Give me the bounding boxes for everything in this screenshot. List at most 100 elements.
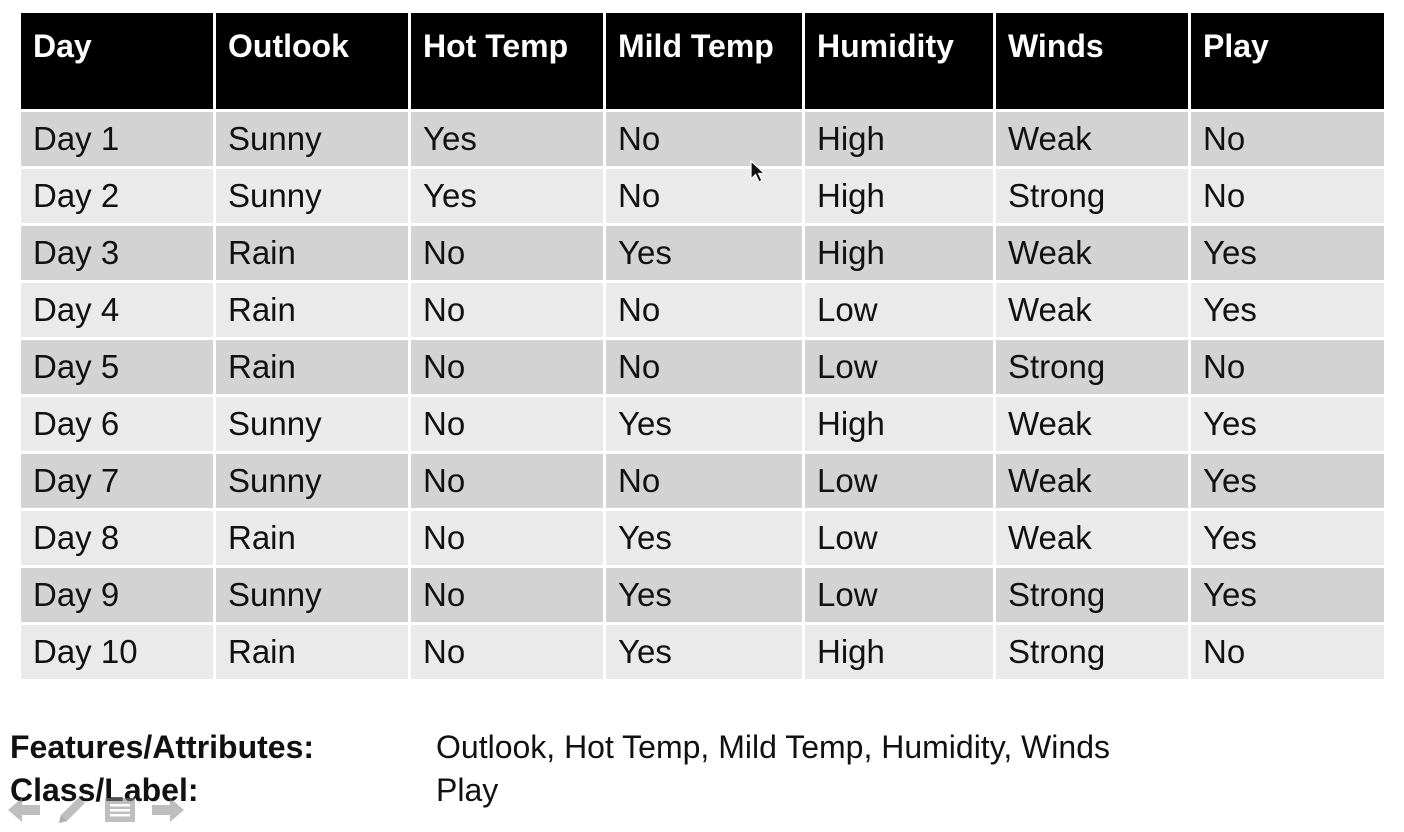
cell-mild-temp: Yes (606, 226, 802, 280)
cell-hot-temp: No (411, 454, 603, 508)
column-header-day: Day (21, 13, 213, 109)
cell-mild-temp: Yes (606, 625, 802, 679)
pen-icon[interactable] (52, 790, 92, 830)
cell-winds: Strong (996, 625, 1188, 679)
slide-nav-toolbar (4, 790, 188, 830)
arrow-right-icon[interactable] (148, 790, 188, 830)
cell-play: Yes (1191, 454, 1384, 508)
cell-day: Day 9 (21, 568, 213, 622)
cell-winds: Weak (996, 397, 1188, 451)
cell-humidity: Low (805, 454, 993, 508)
cell-outlook: Rain (216, 283, 408, 337)
table-row: Day 3 Rain No Yes High Weak Yes (21, 226, 1384, 280)
cell-play: No (1191, 625, 1384, 679)
cell-play: Yes (1191, 283, 1384, 337)
cell-play: Yes (1191, 511, 1384, 565)
cell-outlook: Rain (216, 340, 408, 394)
cell-humidity: High (805, 112, 993, 166)
mouse-cursor-icon (750, 160, 766, 183)
cell-day: Day 4 (21, 283, 213, 337)
table-row: Day 7 Sunny No No Low Weak Yes (21, 454, 1384, 508)
cell-hot-temp: No (411, 625, 603, 679)
cell-play: Yes (1191, 568, 1384, 622)
cell-humidity: High (805, 226, 993, 280)
column-header-outlook: Outlook (216, 13, 408, 109)
column-header-mild-temp: Mild Temp (606, 13, 802, 109)
cell-mild-temp: No (606, 169, 802, 223)
cell-mild-temp: Yes (606, 568, 802, 622)
class-row: Class/Label: Play (10, 769, 1110, 812)
cell-day: Day 6 (21, 397, 213, 451)
cell-day: Day 1 (21, 112, 213, 166)
column-header-play: Play (1191, 13, 1384, 109)
cell-play: Yes (1191, 226, 1384, 280)
arrow-left-icon[interactable] (4, 790, 44, 830)
cell-outlook: Sunny (216, 397, 408, 451)
cell-outlook: Rain (216, 625, 408, 679)
cell-outlook: Rain (216, 511, 408, 565)
cell-hot-temp: No (411, 511, 603, 565)
cell-outlook: Sunny (216, 568, 408, 622)
cell-humidity: Low (805, 340, 993, 394)
table-row: Day 9 Sunny No Yes Low Strong Yes (21, 568, 1384, 622)
cell-outlook: Sunny (216, 454, 408, 508)
cell-humidity: High (805, 397, 993, 451)
table-body: Day 1 Sunny Yes No High Weak No Day 2 Sunny Yes No… (21, 112, 1384, 679)
table-row: Day 1 Sunny Yes No High Weak No (21, 112, 1384, 166)
cell-mild-temp: No (606, 340, 802, 394)
column-header-humidity: Humidity (805, 13, 993, 109)
table-row: Day 4 Rain No No Low Weak Yes (21, 283, 1384, 337)
cell-day: Day 7 (21, 454, 213, 508)
cell-outlook: Sunny (216, 112, 408, 166)
cell-hot-temp: No (411, 283, 603, 337)
cell-mild-temp: No (606, 283, 802, 337)
cell-winds: Weak (996, 511, 1188, 565)
cell-mild-temp: No (606, 454, 802, 508)
cell-mild-temp: Yes (606, 397, 802, 451)
cell-day: Day 5 (21, 340, 213, 394)
cell-humidity: Low (805, 283, 993, 337)
cell-winds: Weak (996, 454, 1188, 508)
cell-play: No (1191, 112, 1384, 166)
features-row: Features/Attributes: Outlook, Hot Temp, … (10, 726, 1110, 769)
cell-day: Day 8 (21, 511, 213, 565)
cell-mild-temp: Yes (606, 511, 802, 565)
table-row: Day 8 Rain No Yes Low Weak Yes (21, 511, 1384, 565)
legend: Features/Attributes: Outlook, Hot Temp, … (10, 726, 1110, 812)
features-label: Features/Attributes: (10, 729, 315, 765)
menu-icon[interactable] (100, 790, 140, 830)
cell-hot-temp: No (411, 397, 603, 451)
cell-winds: Strong (996, 340, 1188, 394)
cell-outlook: Rain (216, 226, 408, 280)
cell-hot-temp: No (411, 568, 603, 622)
cell-winds: Weak (996, 283, 1188, 337)
column-header-winds: Winds (996, 13, 1188, 109)
table-row: Day 6 Sunny No Yes High Weak Yes (21, 397, 1384, 451)
cell-winds: Strong (996, 169, 1188, 223)
cell-day: Day 2 (21, 169, 213, 223)
cell-mild-temp: No (606, 112, 802, 166)
cell-hot-temp: No (411, 340, 603, 394)
cell-day: Day 3 (21, 226, 213, 280)
cell-humidity: Low (805, 511, 993, 565)
cell-winds: Weak (996, 226, 1188, 280)
cell-hot-temp: No (411, 226, 603, 280)
table-header-row: Day Outlook Hot Temp Mild Temp Humidity … (21, 13, 1384, 109)
cell-hot-temp: Yes (411, 169, 603, 223)
features-value: Outlook, Hot Temp, Mild Temp, Humidity, … (436, 729, 1110, 765)
cell-hot-temp: Yes (411, 112, 603, 166)
weather-data-table: Day Outlook Hot Temp Mild Temp Humidity … (18, 10, 1387, 682)
cell-humidity: High (805, 169, 993, 223)
cell-humidity: Low (805, 568, 993, 622)
cell-outlook: Sunny (216, 169, 408, 223)
cell-play: No (1191, 169, 1384, 223)
cell-play: No (1191, 340, 1384, 394)
table-row: Day 2 Sunny Yes No High Strong No (21, 169, 1384, 223)
table-row: Day 5 Rain No No Low Strong No (21, 340, 1384, 394)
cell-winds: Strong (996, 568, 1188, 622)
cell-play: Yes (1191, 397, 1384, 451)
column-header-hot-temp: Hot Temp (411, 13, 603, 109)
cell-day: Day 10 (21, 625, 213, 679)
class-label: Class/Label: (10, 772, 199, 808)
